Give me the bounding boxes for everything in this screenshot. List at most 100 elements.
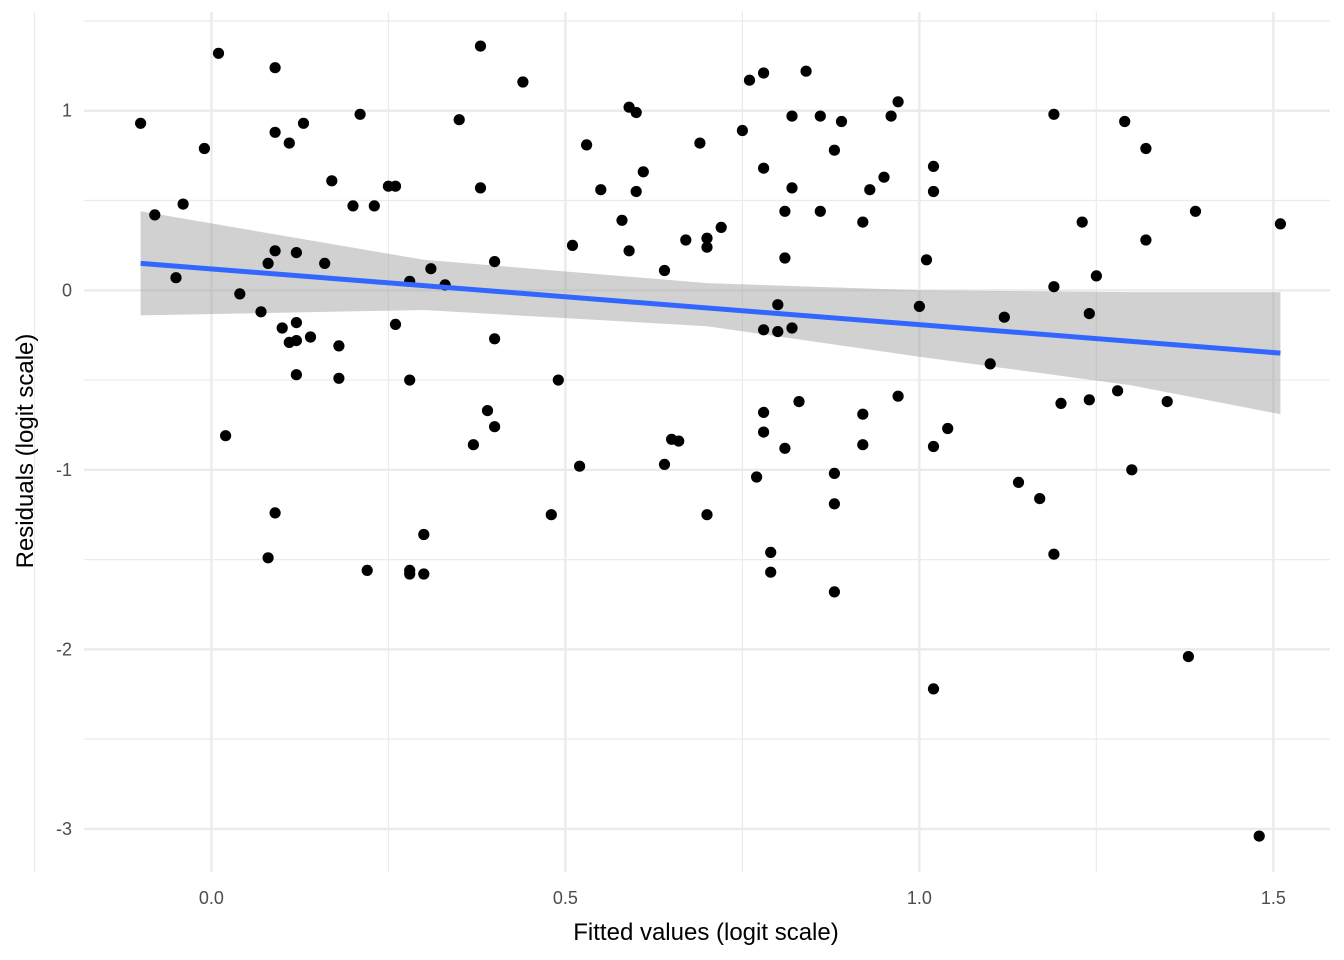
data-point-68: [680, 234, 692, 246]
data-point-57: [595, 184, 607, 196]
data-point-64: [658, 264, 671, 277]
x-tick-label: 1.5: [1261, 888, 1286, 908]
x-axis-tick-labels: 0.0 0.5 1.0 1.5: [199, 888, 1286, 908]
data-point-45: [474, 40, 487, 52]
data-point-46: [474, 182, 487, 194]
y-axis-title: Residuals (logit scale): [12, 334, 39, 569]
data-point-22: [297, 117, 310, 129]
data-point-11: [269, 245, 281, 257]
data-point-2: [170, 272, 182, 284]
data-point-88: [779, 442, 791, 454]
data-point-43: [453, 114, 465, 126]
data-point-19: [290, 317, 302, 329]
data-point-129: [1119, 115, 1131, 128]
data-point-55: [574, 460, 586, 472]
data-point-20: [290, 369, 302, 381]
data-point-109: [913, 300, 926, 312]
data-point-61: [630, 106, 642, 119]
data-point-58: [616, 214, 628, 226]
data-point-122: [1048, 548, 1060, 560]
data-point-101: [857, 216, 869, 228]
data-point-115: [942, 422, 954, 435]
data-point-10: [262, 552, 274, 564]
data-point-1: [149, 209, 161, 221]
data-point-89: [786, 110, 798, 122]
data-point-119: [1034, 493, 1046, 505]
data-point-134: [1182, 651, 1194, 663]
data-point-41: [425, 263, 437, 275]
data-point-56: [581, 139, 593, 151]
data-point-107: [892, 96, 904, 108]
data-point-102: [857, 408, 869, 420]
data-point-53: [552, 374, 564, 386]
data-point-79: [758, 67, 770, 79]
data-point-83: [765, 546, 777, 559]
data-point-18: [290, 335, 302, 347]
data-point-100: [835, 115, 848, 128]
y-tick-label: -1: [56, 460, 72, 480]
minor-gridlines: [33, 12, 1330, 872]
data-point-8: [255, 306, 267, 318]
data-point-117: [998, 311, 1010, 323]
data-point-76: [751, 471, 763, 483]
data-point-75: [743, 74, 756, 86]
data-point-44: [467, 439, 479, 451]
data-point-30: [361, 564, 373, 577]
data-point-86: [779, 205, 791, 217]
data-point-67: [673, 435, 685, 447]
data-point-116: [984, 358, 996, 370]
data-point-77: [758, 324, 770, 336]
data-point-121: [1048, 281, 1060, 293]
data-point-106: [885, 110, 897, 122]
data-point-31: [368, 200, 380, 212]
data-point-39: [418, 568, 430, 580]
data-point-4: [198, 142, 210, 155]
data-point-91: [786, 322, 798, 334]
data-point-12: [269, 62, 281, 74]
data-point-54: [566, 239, 579, 251]
data-point-96: [828, 586, 841, 598]
data-point-93: [800, 65, 812, 77]
data-point-111: [927, 440, 940, 453]
y-axis-tick-labels: -3 -2 -1 0 1: [56, 101, 72, 839]
data-point-6: [220, 430, 232, 442]
fit-line: [140, 260, 1281, 356]
data-point-127: [1090, 270, 1102, 282]
data-point-85: [772, 299, 784, 311]
data-point-33: [389, 180, 402, 192]
data-point-50: [489, 421, 501, 433]
major-gridlines: [84, 12, 1330, 872]
data-point-114: [927, 185, 940, 198]
data-point-94: [814, 110, 826, 122]
data-point-49: [489, 333, 501, 345]
data-point-38: [404, 374, 416, 386]
y-tick-label: 1: [62, 101, 72, 121]
data-point-120: [1048, 108, 1060, 120]
data-point-80: [758, 426, 770, 438]
data-point-136: [1253, 830, 1265, 842]
data-point-51: [517, 76, 529, 88]
data-point-40: [418, 528, 430, 541]
data-point-130: [1126, 464, 1138, 476]
data-point-26: [333, 340, 345, 352]
data-point-82: [765, 566, 777, 578]
data-point-110: [920, 254, 933, 266]
x-tick-label: 1.0: [907, 888, 932, 908]
data-point-5: [212, 47, 225, 59]
data-point-3: [177, 198, 189, 210]
y-tick-label: -2: [56, 639, 72, 659]
data-point-34: [389, 318, 402, 330]
data-point-7: [234, 288, 246, 300]
data-point-95: [814, 205, 826, 217]
x-tick-label: 0.5: [553, 888, 578, 908]
data-point-73: [715, 221, 727, 233]
data-point-65: [658, 458, 671, 470]
data-point-74: [736, 124, 749, 137]
data-point-37: [404, 568, 416, 580]
data-point-113: [927, 160, 940, 172]
data-point-108: [892, 390, 904, 402]
data-point-90: [786, 182, 798, 194]
data-point-126: [1083, 394, 1095, 406]
data-point-103: [857, 439, 869, 451]
data-point-128: [1112, 385, 1124, 397]
